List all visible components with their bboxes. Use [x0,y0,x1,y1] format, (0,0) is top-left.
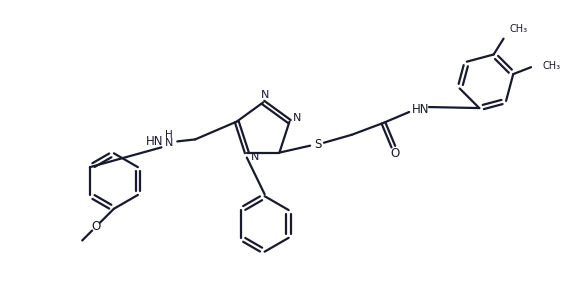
Text: O: O [91,220,101,233]
Text: HN: HN [146,135,163,148]
Text: CH₃: CH₃ [543,61,561,71]
Text: O: O [391,147,400,160]
Text: N: N [293,113,302,123]
Text: N: N [261,91,269,101]
Text: N: N [251,152,259,162]
Text: CH₃: CH₃ [510,24,528,34]
Text: H: H [166,131,174,141]
Text: S: S [314,138,321,151]
Text: N: N [165,139,174,148]
Text: HN: HN [412,102,430,115]
